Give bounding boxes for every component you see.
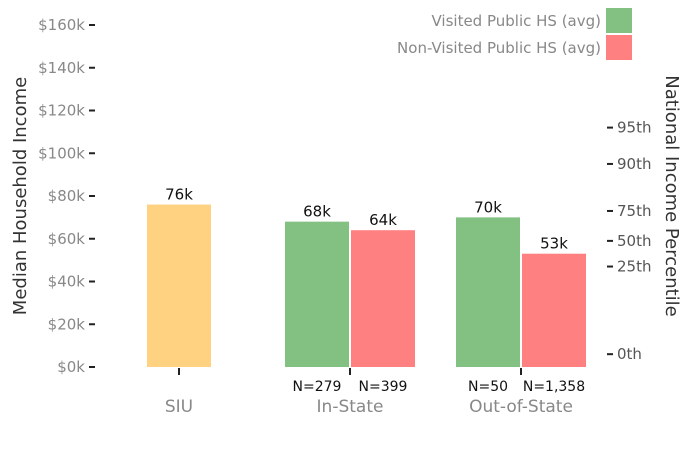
y-tick-label: $60k: [48, 230, 86, 248]
x-axis: SIU In-State Out-of-State: [165, 368, 573, 417]
bar-value-label: 70k: [474, 198, 502, 216]
y-tick-label: $40k: [48, 273, 86, 291]
category-label: Out-of-State: [469, 397, 573, 417]
y-tick-label: $20k: [48, 315, 86, 333]
y-tick-label: $140k: [38, 59, 85, 77]
right-tick-label: 90th: [617, 155, 651, 173]
bar-in-state-2: [351, 230, 415, 367]
bar-n-label: N=279: [293, 379, 342, 395]
left-y-axis: $0k $20k $40k $60k $80k $100k $120k $140k $160k: [38, 16, 95, 376]
y-tick-label: $120k: [38, 102, 85, 120]
legend-swatch: [606, 35, 632, 60]
bar-value-label: 68k: [303, 203, 331, 221]
bars-group: 76k 68k N=279 64k N=399 70k N=50 53k N=1,358: [147, 186, 586, 395]
bar-in-state-1: [285, 221, 349, 367]
y-tick-label: $100k: [38, 144, 85, 162]
bar-n-label: N=399: [359, 379, 408, 395]
bar-value-label: 76k: [165, 186, 193, 204]
bar-value-label: 53k: [540, 235, 568, 253]
right-tick-label: 95th: [617, 119, 651, 137]
y-tick-label: $0k: [57, 358, 85, 376]
legend-label: Non-Visited Public HS (avg): [397, 39, 601, 57]
y-tick-label: $80k: [48, 187, 86, 205]
right-y-axis: 0th 25th 50th 75th 90th 95th: [607, 119, 651, 363]
bar-n-label: N=1,358: [523, 379, 585, 395]
bar-n-label: N=50: [468, 379, 508, 395]
legend: Visited Public HS (avg) Non-Visited Publi…: [397, 8, 632, 60]
right-tick-label: 0th: [617, 345, 642, 363]
y-tick-label: $160k: [38, 16, 85, 34]
right-tick-label: 50th: [617, 232, 651, 250]
legend-label: Visited Public HS (avg): [431, 12, 601, 30]
right-axis-title: National Income Percentile: [661, 75, 682, 317]
right-tick-label: 75th: [617, 202, 651, 220]
bar-siu-0: [147, 204, 211, 367]
y-axis-title: Median Household Income: [10, 77, 31, 315]
legend-swatch: [606, 8, 632, 33]
right-tick-label: 25th: [617, 258, 651, 276]
bar-out-of-state-4: [522, 253, 586, 367]
category-label: In-State: [317, 397, 384, 417]
category-label: SIU: [165, 397, 193, 417]
bar-out-of-state-3: [456, 217, 520, 367]
bar-value-label: 64k: [369, 211, 397, 229]
